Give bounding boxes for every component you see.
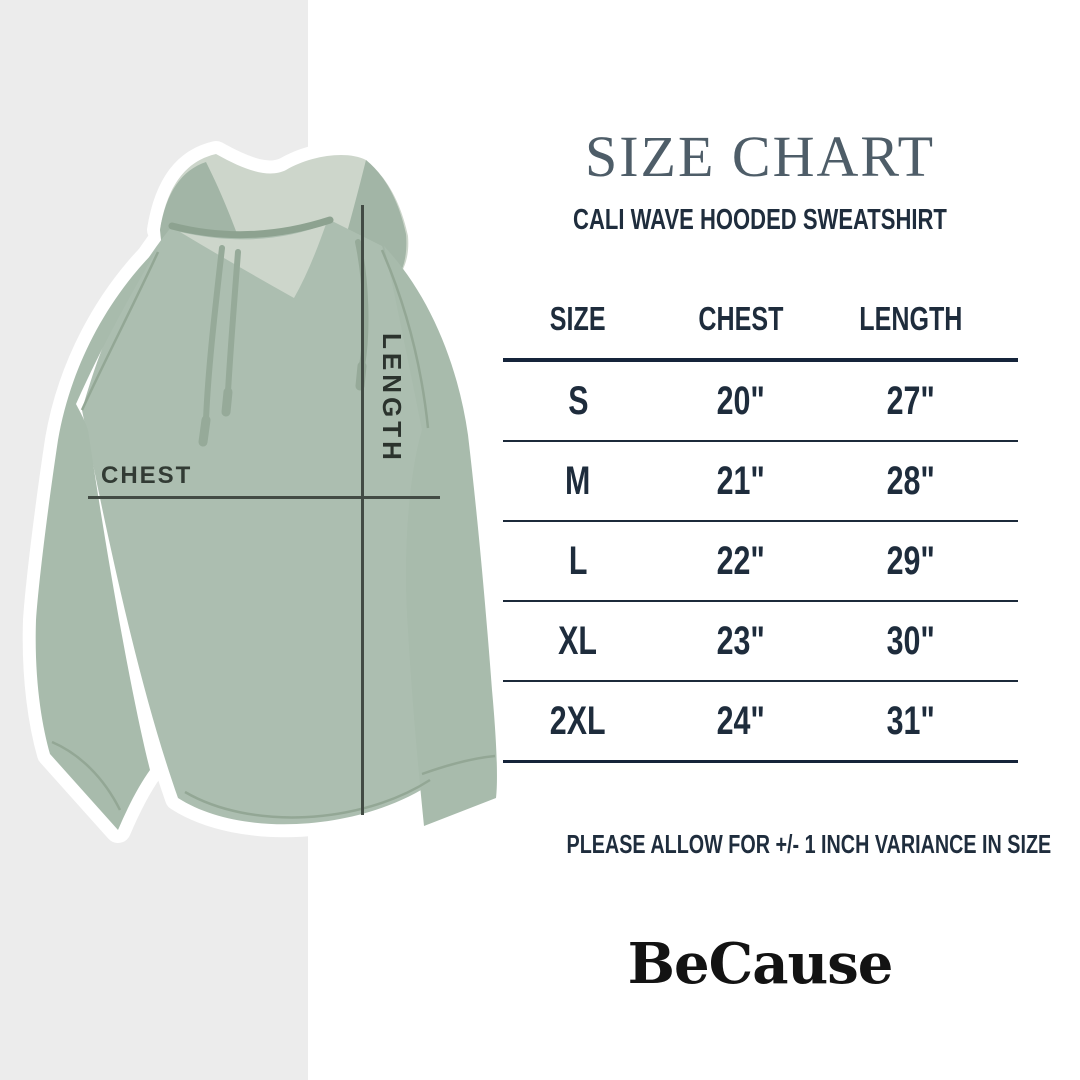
variance-note-text: PLEASE ALLOW FOR +/- 1 INCH VARIANCE IN … [566, 829, 1052, 859]
length-label: LENGTH [377, 333, 407, 464]
cell-size: 2XL [550, 698, 606, 743]
hoodie-product-image [22, 141, 510, 843]
size-table-header-row: SIZE CHEST LENGTH [503, 280, 1018, 362]
table-row-2xl: 2XL 24" 31" [503, 682, 1018, 763]
cell-length: 28" [886, 458, 935, 503]
cell-chest: 23" [716, 618, 765, 663]
cell-size: S [567, 378, 589, 423]
product-subtitle: CALI WAVE HOODED SWEATSHIRT [500, 206, 1020, 235]
cell-size: L [568, 538, 588, 583]
table-row-m: M 21" 28" [503, 442, 1018, 522]
cell-length: 27" [886, 378, 935, 423]
table-row-xl: XL 23" 30" [503, 602, 1018, 682]
seam-lines [51, 249, 496, 819]
cell-length: 30" [886, 618, 935, 663]
cell-chest: 21" [716, 458, 765, 503]
column-header-chest: CHEST [697, 300, 784, 337]
variance-note: PLEASE ALLOW FOR +/- 1 INCH VARIANCE IN … [490, 831, 1052, 857]
chest-label: CHEST [101, 462, 193, 489]
cell-chest: 24" [716, 698, 765, 743]
page-title: SIZE CHART [584, 124, 936, 189]
table-row-l: L 22" 29" [503, 522, 1018, 602]
cell-length: 29" [886, 538, 935, 583]
sleeve-right [384, 246, 497, 826]
length-measure-line [361, 205, 364, 815]
table-row-s: S 20" 27" [503, 362, 1018, 442]
size-table: SIZE CHEST LENGTH S 20" 27" M 21" 28" L … [503, 280, 1018, 763]
chest-measure-line [88, 496, 440, 499]
cell-size: XL [558, 618, 598, 663]
column-header-length: LENGTH [858, 300, 963, 337]
sleeve-left [35, 248, 158, 830]
cell-length: 31" [886, 698, 935, 743]
collar-band [168, 216, 334, 239]
brand-logo: BeCause [627, 931, 894, 997]
cell-size: M [565, 458, 591, 503]
column-header-size: SIZE [550, 300, 606, 337]
product-subtitle-text: CALI WAVE HOODED SWEATSHIRT [573, 204, 947, 236]
cell-chest: 22" [716, 538, 765, 583]
neck-opening-lining [180, 224, 326, 298]
cell-chest: 20" [716, 378, 765, 423]
hoodie-body [82, 220, 434, 825]
